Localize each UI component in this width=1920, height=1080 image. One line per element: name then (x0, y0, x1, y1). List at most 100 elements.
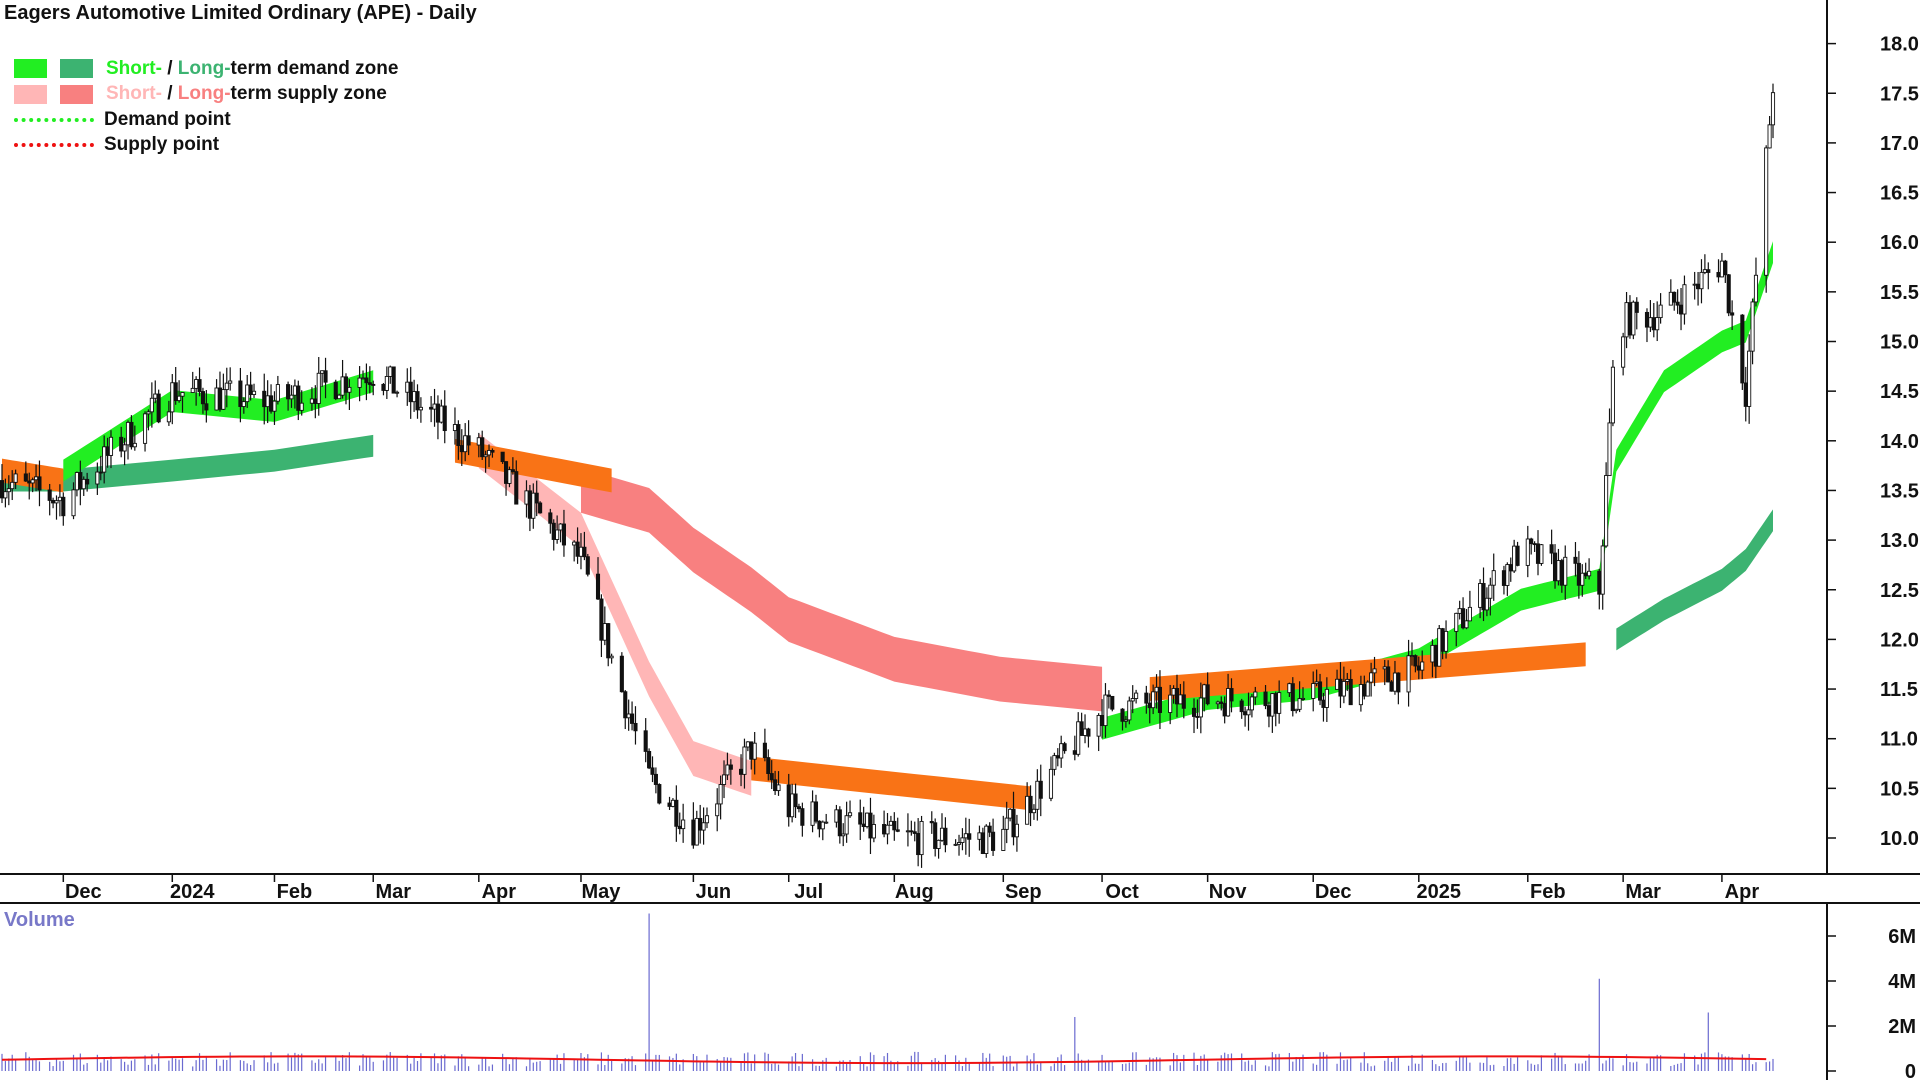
candle-body (170, 382, 175, 413)
candle-body (1202, 684, 1207, 699)
price-tick-label: 11.5 (1880, 679, 1918, 701)
candle-body (691, 819, 696, 846)
candle-body (1324, 688, 1329, 708)
candle-body (991, 831, 996, 851)
candle-body (391, 366, 396, 394)
candle-body (1525, 538, 1530, 566)
candle-body (766, 757, 771, 774)
candle-body (272, 400, 277, 412)
candle-body (1539, 544, 1544, 564)
candle-body (1440, 628, 1445, 652)
candle-body (1512, 545, 1517, 572)
candle-body (786, 784, 791, 818)
candle-body (1770, 92, 1776, 126)
candle-body (1484, 597, 1489, 611)
candle-body (221, 389, 226, 410)
candle-body (524, 490, 529, 505)
candle-body (1031, 808, 1036, 814)
candle-body (538, 502, 543, 514)
candle-body (1416, 665, 1421, 671)
time-tick-label: Oct (1105, 881, 1139, 903)
candle-body (701, 822, 706, 831)
candle-body (371, 383, 376, 386)
candle-body (1699, 271, 1704, 290)
candle-body (1035, 780, 1040, 810)
candle-body (1243, 711, 1248, 716)
candle-body (1767, 124, 1772, 149)
candle-body (95, 471, 100, 485)
long-term-demand-zone (1616, 509, 1773, 651)
candle-body (85, 478, 90, 485)
candle-body (384, 375, 389, 391)
candle-body (153, 393, 158, 399)
candle-body (180, 392, 185, 397)
long-term-supply-zone (580, 468, 1103, 712)
candle-body (534, 492, 539, 504)
candle-body (1631, 301, 1636, 336)
candle-body (323, 370, 328, 383)
candle-body (320, 370, 325, 374)
candle-body (1433, 644, 1438, 667)
candle-body (1501, 570, 1506, 586)
swatch-long-supply (60, 84, 93, 104)
candle-body (776, 784, 781, 792)
candle-body (1345, 678, 1350, 682)
candle-body (1273, 693, 1278, 714)
candle-body (364, 377, 369, 384)
candle-body (905, 830, 910, 833)
candle-body (224, 382, 229, 391)
candle-body (572, 541, 577, 546)
candle-body (527, 490, 532, 519)
candle-body (1178, 694, 1183, 705)
candle-body (1079, 721, 1084, 736)
candle-body (1583, 572, 1588, 577)
candle-body (292, 385, 297, 396)
candle-body (1157, 686, 1163, 713)
candle-body (173, 382, 178, 402)
candle-body (51, 499, 56, 504)
legend-demand-sep: / (161, 57, 178, 79)
candle-body (251, 390, 257, 395)
candle-body (3, 491, 8, 499)
candle-body (1389, 681, 1394, 692)
time-tick-label: Jun (696, 881, 732, 903)
candle-body (1168, 694, 1173, 713)
swatch-short-demand (14, 59, 47, 79)
candle-body (909, 830, 914, 833)
candle-body (360, 377, 366, 380)
price-tick-label: 12.5 (1880, 580, 1919, 602)
candle-body (844, 815, 849, 835)
candle-body (1488, 584, 1493, 599)
candle-body (1556, 560, 1561, 582)
candle-body (1038, 780, 1043, 799)
candle-body (1365, 681, 1370, 697)
legend-demand-short: Short- (106, 57, 162, 79)
candle-body (507, 469, 512, 484)
candle-body (1529, 538, 1534, 545)
candle-body (1226, 688, 1231, 717)
candle-body (81, 478, 86, 490)
candle-body (1682, 284, 1687, 315)
candle-body (347, 386, 352, 393)
candle-body (1059, 743, 1064, 759)
candle-body (1219, 701, 1224, 704)
candle-body (1154, 686, 1159, 693)
candle-body (1341, 680, 1346, 697)
candle-body (943, 827, 948, 846)
candle-body (1750, 301, 1755, 352)
candle-body (214, 387, 219, 411)
candle-body (1239, 700, 1244, 713)
chart-title: Eagers Automotive Limited Ordinary (APE)… (4, 2, 477, 24)
candle-body (793, 793, 798, 808)
time-tick-label: Feb (1530, 881, 1566, 903)
candle-body (132, 442, 137, 448)
candle-body (1246, 709, 1251, 716)
candle-body (388, 366, 393, 377)
candle-body (34, 476, 39, 481)
candle-body (1576, 562, 1581, 586)
candle-body (1505, 564, 1510, 586)
candle-body (1437, 628, 1442, 667)
candle-body (1297, 698, 1302, 710)
candle-body (800, 808, 805, 826)
candle-body (670, 799, 675, 807)
